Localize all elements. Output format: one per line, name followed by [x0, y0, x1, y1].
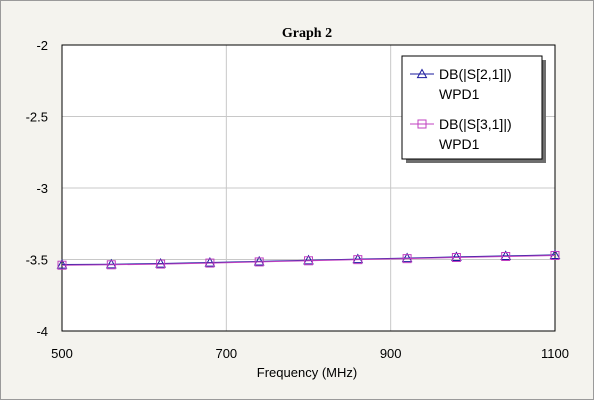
- data-point: [105, 258, 117, 269]
- series-2: [57, 250, 560, 270]
- data-point: [155, 257, 166, 268]
- x-tick-label: 1100: [541, 346, 569, 361]
- series-line: [61, 254, 556, 266]
- data-point: [253, 255, 265, 266]
- data-point: [549, 249, 561, 260]
- data-point: [401, 252, 413, 263]
- legend[interactable]: DB(|S[2,1]|) WPD1 DB(|S[3,1]|) WPD1: [401, 55, 546, 163]
- data-point: [56, 258, 68, 269]
- series-line: [61, 254, 556, 266]
- y-tick-label: -3: [36, 181, 48, 196]
- plot-border: [61, 44, 556, 332]
- data-point: [303, 254, 314, 265]
- x-tick-label: 900: [380, 346, 402, 361]
- chart-title: Graph 2: [282, 26, 332, 41]
- data-point: [106, 260, 116, 270]
- data-point: [451, 251, 462, 262]
- x-tick-label: 500: [51, 346, 73, 361]
- legend-series-name: DB(|S[2,1]|): [439, 66, 512, 82]
- series-layer: [56, 249, 561, 270]
- legend-series-source: WPD1: [439, 136, 480, 152]
- y-tick-label: -4: [36, 324, 48, 339]
- x-tick-label: 700: [215, 346, 237, 361]
- data-point: [304, 256, 313, 266]
- x-axis: 500 700 900 1100: [51, 346, 569, 361]
- data-point: [451, 252, 461, 262]
- data-point: [254, 257, 264, 267]
- series-1: [56, 249, 561, 269]
- y-tick-label: -2: [36, 38, 48, 53]
- data-point: [500, 250, 512, 261]
- legend-box: [401, 55, 543, 160]
- data-point: [352, 253, 364, 264]
- data-point: [402, 254, 412, 264]
- data-point: [205, 258, 215, 268]
- data-point: [550, 250, 560, 260]
- y-tick-label: -2.5: [26, 110, 48, 125]
- legend-series-name: DB(|S[3,1]|): [439, 116, 512, 132]
- y-tick-label: -3.5: [26, 253, 48, 268]
- data-point: [204, 256, 216, 267]
- square-marker-icon: [417, 119, 427, 129]
- triangle-marker-icon: [416, 68, 428, 79]
- x-axis-label: Frequency (MHz): [257, 365, 357, 380]
- data-point: [57, 260, 67, 270]
- y-axis: -2 -2.5 -3 -3.5 -4: [26, 38, 48, 339]
- legend-series-source: WPD1: [439, 86, 480, 102]
- data-point: [501, 251, 511, 261]
- data-point: [353, 255, 363, 265]
- data-point: [156, 259, 166, 269]
